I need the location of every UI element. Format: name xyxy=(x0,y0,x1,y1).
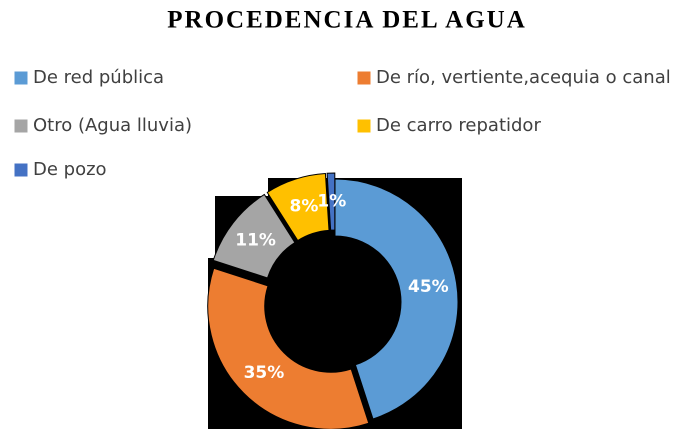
donut-segment xyxy=(266,173,330,242)
legend-label: De río, vertiente,acequia o canal xyxy=(376,67,671,88)
donut-segment xyxy=(326,172,336,231)
donut-segment xyxy=(334,178,459,420)
donut-segment xyxy=(207,267,370,429)
legend-swatch xyxy=(13,162,29,178)
legend-swatch xyxy=(13,70,29,86)
legend-swatch xyxy=(356,70,372,86)
legend-label: De pozo xyxy=(33,159,107,180)
data-label: 45% xyxy=(408,277,449,297)
legend-label: De red pública xyxy=(33,67,164,88)
data-label: 11% xyxy=(235,230,276,250)
legend-label: Otro (Agua lluvia) xyxy=(33,115,192,136)
chart-title: PROCEDENCIA DEL AGUA xyxy=(167,7,527,34)
data-label: 35% xyxy=(244,363,285,383)
legend-swatch xyxy=(356,118,372,134)
data-label: 8% xyxy=(290,196,319,216)
donut-segment xyxy=(212,193,296,279)
legend-swatch xyxy=(13,118,29,134)
legend-label: De carro repatidor xyxy=(376,115,541,136)
data-label: 1% xyxy=(317,192,346,212)
